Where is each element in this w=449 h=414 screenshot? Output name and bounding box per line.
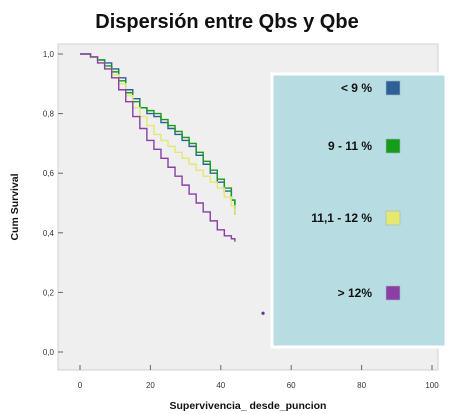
x-tick-label: 40 — [216, 381, 225, 390]
y-tick-label: 0,2 — [43, 288, 55, 297]
x-axis-label: Supervivencia_ desde_puncion — [170, 400, 327, 412]
legend: < 9 % 9 - 11 % 11,1 - 12 % > 12% — [270, 72, 448, 349]
x-tick-label: 60 — [287, 381, 296, 390]
survival-series-line — [80, 53, 236, 242]
x-tick-label: 0 — [78, 381, 83, 390]
legend-swatch — [385, 210, 401, 226]
legend-swatch — [385, 285, 401, 301]
y-tick-label: 1,0 — [43, 50, 55, 59]
x-tick-label: 20 — [146, 381, 155, 390]
legend-swatch — [385, 80, 401, 96]
y-axis-label: Cum Survival — [9, 173, 21, 240]
legend-box — [270, 72, 448, 349]
survival-series-line — [80, 53, 236, 215]
legend-item-label: 11,1 - 12 % — [311, 211, 372, 225]
chart-title: Dispersión entre Qbs y Qbe — [95, 11, 358, 33]
x-tick-label: 100 — [425, 381, 439, 390]
x-tick-label: 80 — [357, 381, 366, 390]
y-tick-label: 0,0 — [43, 348, 55, 357]
legend-item-label: < 9 % — [341, 81, 372, 95]
series-layer — [80, 53, 236, 242]
legend-item-label: > 12% — [338, 286, 373, 300]
y-tick-label: 0,6 — [43, 169, 55, 178]
legend-swatch — [385, 138, 401, 154]
annotation-layer — [261, 311, 265, 315]
annotation-point — [261, 311, 265, 315]
y-tick-label: 0,4 — [43, 229, 55, 238]
legend-item-label: 9 - 11 % — [328, 139, 372, 153]
axes-layer: 0,0 0,2 0,4 0,6 0,8 1,0 0 20 40 60 80 100 — [43, 50, 439, 390]
survival-series-line — [80, 53, 236, 209]
y-tick-label: 0,8 — [43, 110, 55, 119]
